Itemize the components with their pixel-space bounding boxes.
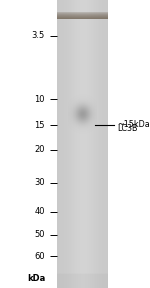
Text: ~15kDa: ~15kDa: [117, 120, 150, 129]
Text: 3.5: 3.5: [32, 31, 45, 41]
Text: 50: 50: [34, 230, 45, 239]
Text: 10: 10: [34, 95, 45, 104]
Text: 40: 40: [34, 207, 45, 216]
Text: 60: 60: [34, 252, 45, 261]
Text: kDa: kDa: [27, 274, 46, 283]
Text: 20: 20: [34, 145, 45, 154]
Text: 15: 15: [34, 121, 45, 130]
Text: LC3B: LC3B: [117, 124, 138, 133]
Text: 30: 30: [34, 178, 45, 187]
